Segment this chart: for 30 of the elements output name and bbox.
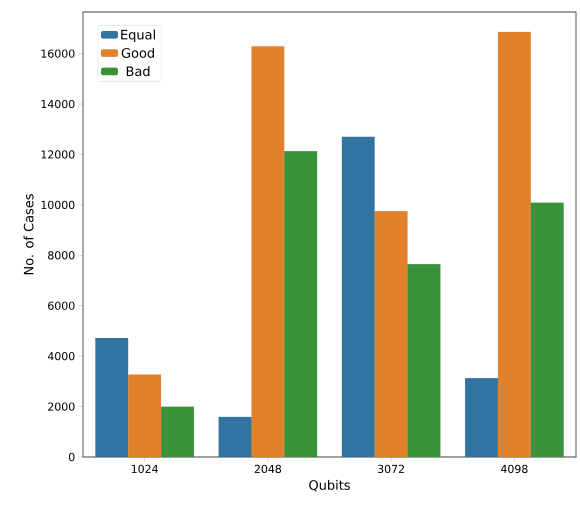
bar	[128, 374, 162, 457]
bar	[408, 264, 440, 457]
bar	[530, 202, 564, 457]
y-tick-label: 12000	[42, 150, 74, 159]
legend-label: Good	[122, 48, 154, 58]
x-tick-label: 3072	[378, 464, 404, 474]
legend-label: Equal	[121, 30, 155, 42]
legend-label: Bad	[126, 66, 150, 76]
x-tick-label: 4098	[500, 464, 528, 474]
y-tick-label: 14000	[42, 100, 74, 108]
bar	[342, 136, 375, 457]
y-tick-label: 2000	[48, 402, 74, 411]
y-tick-label: 10000	[42, 200, 74, 210]
y-tick-label: 8000	[48, 251, 74, 260]
bar	[218, 416, 252, 457]
bar	[498, 32, 531, 457]
bar	[251, 46, 284, 457]
bar	[95, 338, 128, 457]
bar	[161, 406, 194, 457]
y-tick-label: 6000	[48, 302, 74, 310]
y-tick-label: 16000	[42, 49, 74, 58]
y-axis-title: No. of Cases	[23, 194, 34, 274]
x-tick-label: 2048	[254, 464, 282, 474]
y-tick-label: 0	[68, 452, 74, 462]
bar	[465, 378, 498, 457]
bar	[284, 151, 318, 457]
x-axis-title: Qubits	[309, 480, 350, 492]
bar	[374, 211, 408, 457]
x-tick-label: 1024	[132, 464, 158, 474]
y-tick-label: 4000	[48, 352, 74, 360]
